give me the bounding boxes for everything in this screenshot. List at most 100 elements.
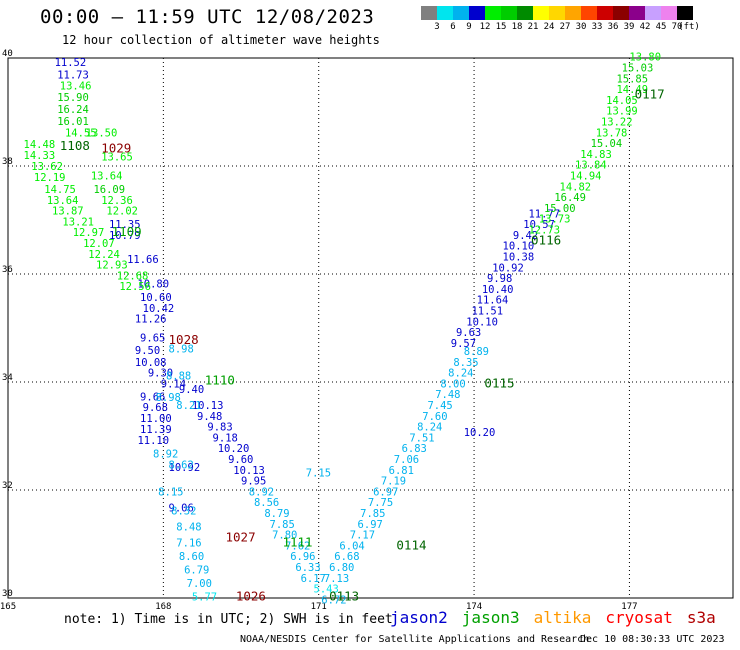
time-label: 0113 [329,589,359,604]
swh-value: 8.92 [249,486,274,498]
time-labels: 1108 1029 1109 1028 1110 1027 1111 1026 0113 0114… [60,87,665,604]
swh-value: 6.97 [373,486,398,498]
satellite-altika: altika [533,608,592,627]
swh-value: 10.42 [143,303,175,315]
swh-value: 7.80 [272,530,297,542]
swh-value: 8.92 [153,449,178,461]
swh-value: 8.35 [453,357,478,369]
swh-value: 10.13 [192,400,224,412]
swh-value: 12.56 [119,281,151,293]
color-bar-swatch [645,6,661,20]
satellite-jason3: jason3 [461,608,520,627]
color-bar-swatch [581,6,597,20]
swh-value: 11.66 [127,254,159,266]
color-bar-label: 30 [575,22,587,32]
swh-value: 14.05 [606,95,638,107]
swh-value: 14.82 [560,181,592,193]
swh-value: 6.79 [184,565,209,577]
swh-value: 10.08 [135,357,167,369]
swh-value: 9.57 [451,338,476,350]
time-label: 1111 [282,535,312,550]
color-bar-swatch [549,6,565,20]
lon-tick-label: 174 [466,602,482,612]
swh-value: 11.51 [471,306,503,318]
swh-value: 8.60 [179,551,204,563]
swh-value: 13.62 [31,161,63,173]
swh-value: 10.20 [464,427,496,439]
swh-value: 14.94 [570,171,602,183]
swh-value: 10.38 [503,252,535,264]
swh-value: 7.75 [368,497,393,509]
swh-value: 12.68 [117,270,149,282]
swh-value: 6.96 [290,551,315,563]
swh-value: 13.73 [539,214,571,226]
swh-value: 10.57 [523,219,555,231]
swh-value: 7.85 [360,508,385,520]
swh-value: 11.35 [109,219,141,231]
swh-value: 10.13 [233,465,265,477]
swh-value: 16.09 [93,184,125,196]
color-bar [421,6,693,20]
lat-tick-label: 34 [2,373,13,383]
swh-value: 9.18 [213,432,238,444]
lon-tick-label: 168 [155,602,171,612]
swh-value: 9.66 [140,391,165,403]
swh-value: 9.95 [241,476,266,488]
swh-value: 6.97 [358,519,383,531]
swh-value: 12.93 [96,260,128,272]
swh-value: 7.16 [176,538,201,550]
time-label: 1028 [169,332,199,347]
swh-value: 9.68 [143,402,168,414]
swh-value: 15.85 [616,73,648,85]
satellite-jason2: jason2 [390,608,448,627]
lat-tick-label: 40 [2,49,13,59]
swh-value: 13.22 [601,117,633,129]
swh-value: 11.77 [528,208,560,220]
swh-value: 7.60 [422,411,447,423]
swh-value: 10.10 [466,316,498,328]
swh-value: 6.72 [321,594,346,606]
color-bar-label: 21 [527,22,539,32]
swh-value: 8.24 [417,422,442,434]
swh-value: 8.56 [254,497,279,509]
swh-value: 7.15 [306,468,331,480]
swh-value: 11.00 [140,413,172,425]
swh-value: 13.84 [575,160,607,172]
satellite-cryosat: cryosat [605,608,673,627]
time-label: 1027 [226,529,256,544]
swh-value: 8.15 [158,486,183,498]
swh-value: 10.40 [482,284,514,296]
swh-value: 9.83 [207,422,232,434]
swh-value: 13.65 [101,152,133,164]
swh-value: 14.33 [24,150,56,162]
time-label: 0116 [531,232,561,247]
map-frame [7,57,734,599]
map-axes: 165 168 171 174 177 40 38 36 34 32 30 [0,49,638,612]
time-label: 1108 [60,138,90,153]
swh-value: 9.40 [179,384,204,396]
swh-value: 7.17 [350,530,375,542]
swh-value: 12.19 [34,172,66,184]
swh-value: 16.01 [57,116,89,128]
swh-value: 6.17 [301,573,326,585]
generated-time: Dec 10 08:30:33 UTC 2023 [580,634,725,645]
swh-value: 15.00 [544,203,576,215]
swh-value: 6.33 [295,562,320,574]
swh-value: 10.10 [503,241,535,253]
swh-value: 6.68 [334,551,359,563]
color-bar-swatch [485,6,501,20]
swh-value: 10.80 [137,279,169,291]
color-bar-label: 18 [511,22,523,32]
swh-value: 14.49 [616,84,648,96]
swh-value: 8.00 [440,378,465,390]
color-bar-swatch [597,6,613,20]
color-bar-label: 9 [466,22,472,32]
swh-value: 14.83 [580,149,612,161]
swh-value: 13.50 [86,127,118,139]
swh-value: 14.55 [65,127,97,139]
swh-value: 9.63 [456,327,481,339]
swh-value: 15.04 [591,138,623,150]
swh-value: 9.60 [228,454,253,466]
time-label: 1110 [205,373,235,388]
